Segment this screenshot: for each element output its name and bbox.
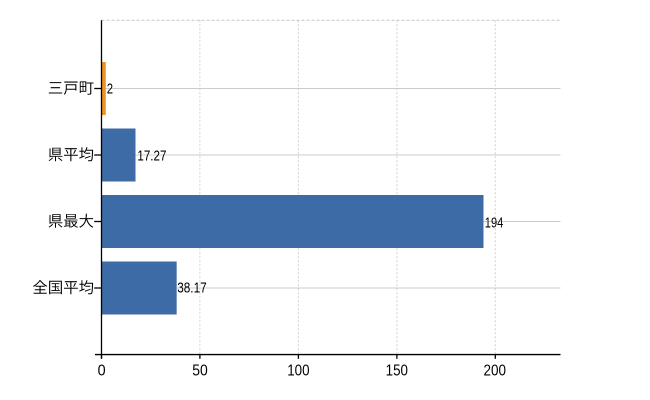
svg-text:0: 0 bbox=[98, 363, 106, 380]
svg-text:100: 100 bbox=[287, 363, 309, 380]
svg-text:50: 50 bbox=[192, 363, 208, 380]
svg-text:150: 150 bbox=[386, 363, 408, 380]
svg-text:194: 194 bbox=[485, 215, 504, 231]
svg-text:38.17: 38.17 bbox=[177, 281, 207, 297]
svg-text:200: 200 bbox=[484, 363, 507, 380]
svg-text:17.27: 17.27 bbox=[137, 148, 166, 164]
svg-text:2: 2 bbox=[107, 81, 113, 97]
